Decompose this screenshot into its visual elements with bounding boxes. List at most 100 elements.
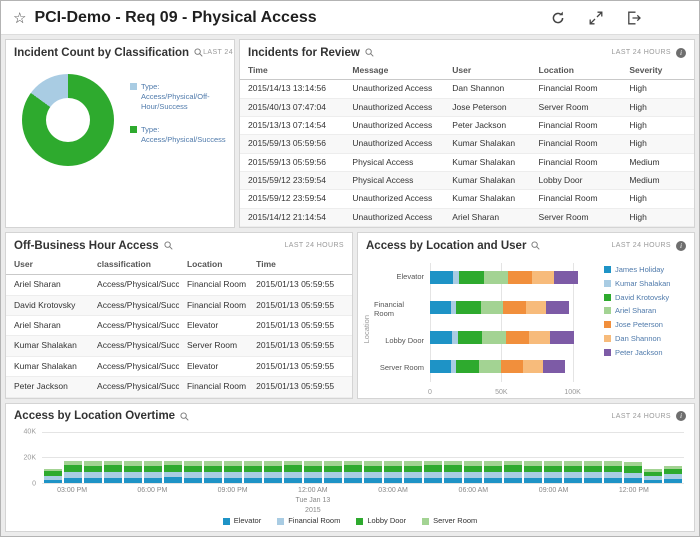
legend-item[interactable]: Jose Peterson [604,320,690,330]
bar-segment[interactable] [264,472,282,478]
bar-segment[interactable] [482,330,506,344]
stacked-column[interactable] [584,432,602,483]
stacked-column[interactable] [504,432,522,483]
bar-segment[interactable] [124,465,142,473]
magnifier-icon[interactable] [164,241,173,250]
bar-segment[interactable] [604,465,622,472]
stacked-column[interactable] [564,432,582,483]
bar-segment[interactable] [64,465,82,472]
bar-segment[interactable] [124,472,142,478]
bar-segment[interactable] [104,471,122,478]
bar-segment[interactable] [542,360,565,374]
bar-segment[interactable] [124,477,142,483]
bar-segment[interactable] [44,468,62,472]
bar-segment[interactable] [624,466,642,473]
bar-segment[interactable] [604,477,622,483]
bar-segment[interactable] [64,460,82,466]
bar-segment[interactable] [484,271,509,285]
bar-segment[interactable] [364,477,382,483]
bar-segment[interactable] [184,471,202,478]
bar-segment[interactable] [304,461,322,466]
bar-segment[interactable] [564,472,582,478]
bar-segment[interactable] [464,461,482,466]
stacked-column[interactable] [404,432,422,483]
bar-segment[interactable] [430,271,453,285]
bar-segment[interactable] [204,465,222,473]
bar-segment[interactable] [584,461,602,466]
donut-chart[interactable] [22,74,114,166]
bar-segment[interactable] [244,461,262,466]
bar-segment[interactable] [264,465,282,473]
bar-segment[interactable] [244,477,262,483]
bar-segment[interactable] [444,477,462,483]
column-header[interactable]: User [6,255,90,276]
bar-segment[interactable] [84,465,102,473]
bar-segment[interactable] [531,271,555,285]
bar-segment[interactable] [44,479,62,483]
bar-segment[interactable] [664,465,682,470]
bar-segment[interactable] [444,461,462,466]
bar-segment[interactable] [304,465,322,473]
bar-segment[interactable] [284,471,302,478]
bar-segment[interactable] [450,360,456,374]
bar-segment[interactable] [484,472,502,478]
magnifier-icon[interactable] [365,48,374,57]
legend-item[interactable]: Type: Access/Physical/Success [130,125,226,145]
bar-segment[interactable] [451,300,457,314]
bar-segment[interactable] [344,460,362,466]
stacked-column[interactable] [604,432,622,483]
bar-segment[interactable] [224,477,242,483]
bar-segment[interactable] [524,472,542,478]
legend-item[interactable]: Dan Shannon [604,334,690,344]
table-row[interactable]: 2015/59/12 23:59:54 Unauthorized Access Ku… [240,189,694,209]
legend-item[interactable]: James Holiday [604,265,690,275]
bar-segment[interactable] [564,465,582,473]
bar-segment[interactable] [224,465,242,473]
stacked-column[interactable] [484,432,502,483]
bar-segment[interactable] [503,300,526,314]
bar-segment[interactable] [484,477,502,483]
column-header[interactable]: classification [89,255,179,276]
legend-item[interactable]: Peter Jackson [604,348,690,358]
bar-segment[interactable] [404,472,422,479]
favorite-star-icon[interactable]: ☆ [13,9,27,27]
bar-segment[interactable] [424,471,442,478]
table-row[interactable]: 2015/59/12 23:59:54 Physical Access Kumar … [240,171,694,191]
bar-segment[interactable] [384,472,402,478]
bar-segment[interactable] [554,271,579,285]
bar-segment[interactable] [284,465,302,472]
stacked-column[interactable] [384,432,402,483]
bar-segment[interactable] [164,477,182,483]
bar-segment[interactable] [344,471,362,478]
column-header[interactable]: Location [178,255,249,276]
bar-segment[interactable] [324,472,342,478]
bar-segment[interactable] [550,330,574,344]
bar-segment[interactable] [644,471,662,476]
column-header[interactable]: Time [240,62,345,81]
legend-item[interactable]: Kumar Shalakan [604,279,690,289]
bar-segment[interactable] [664,469,682,475]
table-row[interactable]: 2015/40/13 07:47:04 Unauthorized Access Jo… [240,98,694,118]
bar-segment[interactable] [224,472,242,478]
bar-segment[interactable] [304,472,322,478]
bar-segment[interactable] [184,465,202,472]
magnifier-icon[interactable] [194,48,203,57]
bar-segment[interactable] [564,461,582,466]
bar-segment[interactable] [384,461,402,466]
table-row[interactable]: Kumar ShalakanAccess/Physical/SuccessSer… [6,335,352,357]
bar-segment[interactable] [384,465,402,473]
bar-segment[interactable] [528,330,551,344]
refresh-icon[interactable] [551,11,565,25]
bar-segment[interactable] [664,474,682,480]
stacked-column[interactable] [204,432,222,483]
legend-item[interactable]: Server Room [422,516,477,526]
bar-segment[interactable] [479,360,502,374]
bar-segment[interactable] [204,460,222,466]
column-header[interactable]: Time [248,255,352,276]
stacked-column[interactable] [144,432,162,483]
bar-segment[interactable] [104,460,122,465]
bar-segment[interactable] [384,477,402,483]
bar-segment[interactable] [644,479,662,483]
bar-segment[interactable] [444,465,462,473]
stacked-column[interactable] [644,432,662,483]
